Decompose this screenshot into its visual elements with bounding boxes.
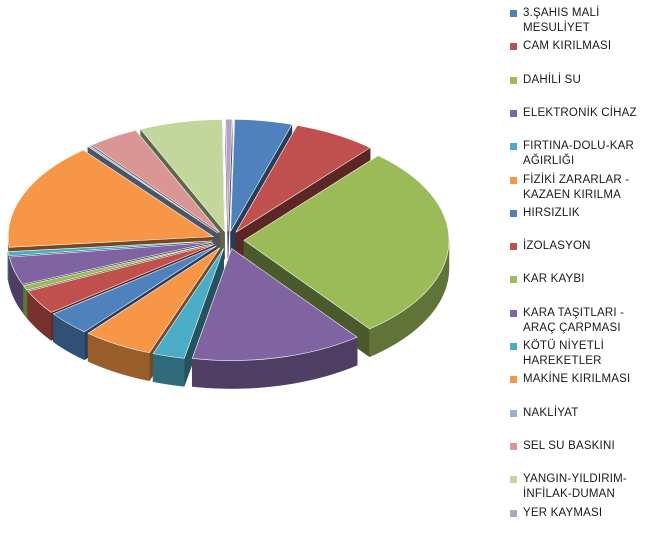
legend-item: NAKLİYAT: [510, 406, 658, 421]
legend-label-line: KAR KAYBI: [523, 273, 585, 286]
legend-swatch: [510, 243, 517, 251]
legend-swatch: [510, 476, 517, 484]
legend-swatch: [510, 442, 517, 450]
legend-swatch: [510, 209, 517, 217]
legend-swatch: [510, 176, 517, 184]
legend-label: ELEKTRONİK CİHAZ: [523, 106, 637, 121]
legend-swatch: [510, 309, 517, 317]
legend-item: HIRSIZLIK: [510, 206, 658, 221]
legend-item: ELEKTRONİK CİHAZ: [510, 106, 658, 121]
pie-slice: [225, 118, 233, 260]
legend-label-line: NAKLİYAT: [523, 406, 579, 419]
legend-swatch: [510, 343, 517, 350]
legend-label: İZOLASYON: [523, 239, 591, 254]
legend-swatch: [510, 276, 517, 284]
legend-item: MAKİNE KIRILMASI: [510, 372, 658, 387]
legend-label-line: ARAÇ ÇARPMASI: [523, 321, 621, 334]
legend-label: MAKİNE KIRILMASI: [523, 372, 630, 387]
legend-label-line: 3.ŞAHIS MALİ: [523, 7, 600, 19]
legend-label-line: İZOLASYON: [523, 240, 591, 253]
legend-label: SEL SU BASKINI: [523, 439, 615, 454]
legend-item: YANGIN-YILDIRIM- İNFİLAK-DUMAN: [510, 472, 658, 502]
legend-label-line: ELEKTRONİK CİHAZ: [523, 106, 637, 119]
legend-item: KÖTÜ NİYETLİ HAREKETLER: [510, 339, 658, 369]
legend-item: İZOLASYON: [510, 239, 658, 254]
legend-swatch: [510, 376, 517, 384]
pie-chart: [7, 118, 450, 389]
legend-swatch: [510, 10, 517, 17]
legend-label: FIRTINA-DOLU-KAR AĞIRLIĞI: [523, 139, 634, 169]
legend-swatch: [510, 43, 517, 51]
legend-label: YANGIN-YILDIRIM- İNFİLAK-DUMAN: [523, 472, 627, 502]
legend-label: HIRSIZLIK: [523, 206, 580, 221]
legend-label: DAHİLİ SU: [523, 73, 581, 88]
legend-label-line: AĞIRLIĞI: [523, 155, 575, 168]
legend-item: FİZİKİ ZARARLAR - KAZAEN KIRILMA: [510, 173, 658, 203]
legend-label-line: MAKİNE KIRILMASI: [523, 373, 631, 386]
legend-label-line: MESULİYET: [523, 22, 590, 34]
legend-label-line: YANGIN-YILDIRIM-: [523, 473, 627, 486]
pie-slice: [152, 247, 224, 387]
legend-label-line: HIRSIZLIK: [523, 206, 580, 219]
legend-label-line: İNFİLAK-DUMAN: [523, 488, 616, 501]
legend-label: FİZİKİ ZARARLAR - KAZAEN KIRILMA: [523, 173, 629, 203]
legend-label: CAM KIRILMASI: [523, 39, 611, 54]
legend-item: 3.ŞAHIS MALİ MESULİYET: [510, 6, 658, 36]
legend-label-line: KAZAEN KIRILMA: [523, 188, 622, 201]
legend-label-line: KÖTÜ NİYETLİ: [523, 340, 604, 352]
legend-swatch: [510, 109, 517, 117]
legend-label: YER KAYMASI: [523, 506, 602, 521]
legend-item: CAM KIRILMASI: [510, 39, 658, 54]
legend-label: NAKLİYAT: [523, 406, 579, 421]
legend-swatch: [510, 509, 517, 517]
pie-svg: [7, 118, 450, 389]
legend-label-line: SEL SU BASKINI: [523, 439, 615, 452]
legend-label: KÖTÜ NİYETLİ HAREKETLER: [523, 339, 604, 369]
pie-slice: [191, 248, 358, 389]
legend-item: DAHİLİ SU: [510, 73, 658, 88]
legend-item: YER KAYMASI: [510, 506, 658, 521]
legend-swatch: [510, 76, 517, 84]
legend-label: KAR KAYBI: [523, 272, 585, 287]
legend-label-line: DAHİLİ SU: [523, 73, 582, 86]
legend-label-line: FİZİKİ ZARARLAR -: [523, 173, 630, 186]
legend-label: 3.ŞAHIS MALİ MESULİYET: [523, 6, 600, 36]
legend-label-line: KARA TAŞITLARI -: [523, 306, 625, 319]
legend-item: SEL SU BASKINI: [510, 439, 658, 454]
legend-label-line: FIRTINA-DOLU-KAR: [523, 140, 634, 153]
legend-item: KARA TAŞITLARI - ARAÇ ÇARPMASI: [510, 306, 658, 336]
legend-label: KARA TAŞITLARI - ARAÇ ÇARPMASI: [523, 306, 624, 336]
legend-swatch: [510, 409, 517, 417]
legend-label-line: YER KAYMASI: [523, 506, 603, 519]
legend-swatch: [510, 143, 517, 151]
legend-item: KAR KAYBI: [510, 272, 658, 287]
legend-item: FIRTINA-DOLU-KAR AĞIRLIĞI: [510, 139, 658, 169]
legend-label-line: CAM KIRILMASI: [523, 40, 612, 53]
legend-label-line: HAREKETLER: [523, 355, 602, 367]
